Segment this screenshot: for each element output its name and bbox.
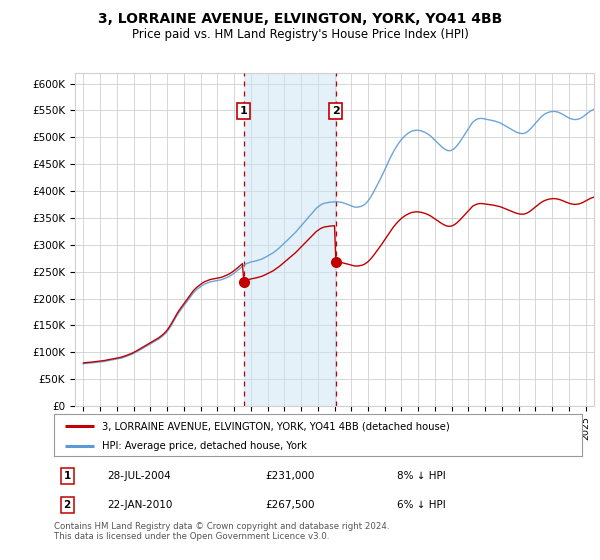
Text: £231,000: £231,000 (265, 470, 314, 480)
Bar (244, 73, 335, 406)
Text: £267,500: £267,500 (265, 500, 315, 510)
Text: 1: 1 (64, 470, 71, 480)
Text: Price paid vs. HM Land Registry's House Price Index (HPI): Price paid vs. HM Land Registry's House … (131, 28, 469, 41)
Text: 22-JAN-2010: 22-JAN-2010 (107, 500, 172, 510)
Text: 6% ↓ HPI: 6% ↓ HPI (397, 500, 446, 510)
Text: HPI: Average price, detached house, York: HPI: Average price, detached house, York (101, 441, 307, 451)
Text: 2: 2 (332, 106, 340, 116)
Text: 3, LORRAINE AVENUE, ELVINGTON, YORK, YO41 4BB (detached house): 3, LORRAINE AVENUE, ELVINGTON, YORK, YO4… (101, 421, 449, 431)
Text: 1: 1 (240, 106, 247, 116)
Text: 8% ↓ HPI: 8% ↓ HPI (397, 470, 446, 480)
Text: 2: 2 (64, 500, 71, 510)
Text: 3, LORRAINE AVENUE, ELVINGTON, YORK, YO41 4BB: 3, LORRAINE AVENUE, ELVINGTON, YORK, YO4… (98, 12, 502, 26)
Text: 28-JUL-2004: 28-JUL-2004 (107, 470, 170, 480)
Text: Contains HM Land Registry data © Crown copyright and database right 2024.
This d: Contains HM Land Registry data © Crown c… (54, 522, 389, 542)
